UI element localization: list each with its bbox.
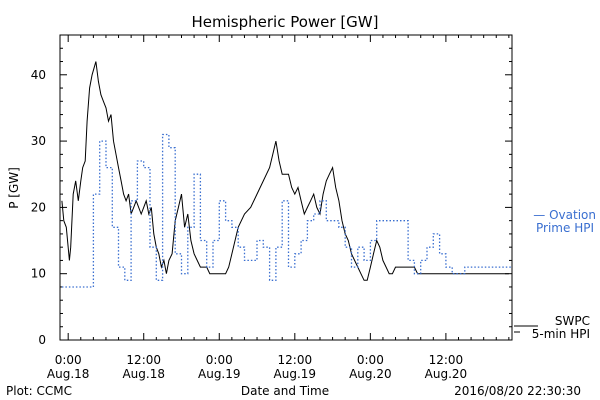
y-axis: 0 10 20 30 40: [31, 34, 512, 347]
y-tick-label: 0: [38, 333, 46, 347]
legend-ovation-line2: Prime HPI: [536, 221, 594, 235]
legend-swpc-line1: SWPC: [555, 314, 590, 328]
x-tick-time: 0:00: [206, 353, 233, 367]
series-layer: [61, 61, 512, 288]
legend-ovation-line1: — Ovation: [533, 208, 596, 222]
x-tick-time: 12:00: [278, 353, 313, 367]
timestamp: 2016/08/20 22:30:30: [454, 384, 581, 398]
x-tick-date: Aug.18: [122, 367, 165, 381]
plot-credit: Plot: CCMC: [6, 384, 72, 398]
x-tick-date: Aug.19: [198, 367, 241, 381]
y-tick-label: 10: [31, 267, 46, 281]
x-axis-label: Date and Time: [241, 384, 329, 398]
legend-swpc-line2: 5-min HPI: [532, 327, 590, 341]
x-tick-date: Aug.20: [425, 367, 468, 381]
chart-title: Hemispheric Power [GW]: [192, 13, 379, 31]
x-tick-time: 12:00: [126, 353, 161, 367]
y-axis-label: P [GW]: [7, 167, 21, 209]
y-tick-label: 30: [31, 134, 46, 148]
x-tick-time: 0:00: [357, 353, 384, 367]
x-tick-time: 0:00: [55, 353, 82, 367]
y-tick-label: 40: [31, 68, 46, 82]
x-tick-date: Aug.19: [274, 367, 317, 381]
x-tick-date: Aug.20: [349, 367, 392, 381]
series-swpc-line: [61, 61, 509, 281]
y-tick-label: 20: [31, 200, 46, 214]
plot-frame: [59, 34, 513, 341]
legend-swpc: SWPC 5-min HPI: [514, 314, 590, 341]
series-ovation-line: [61, 133, 512, 288]
legend-ovation: — Ovation Prime HPI: [533, 208, 596, 235]
x-tick-time: 12:00: [429, 353, 464, 367]
x-tick-date: Aug.18: [47, 367, 90, 381]
x-axis: 0:00Aug.1812:00Aug.180:00Aug.1912:00Aug.…: [47, 35, 510, 381]
